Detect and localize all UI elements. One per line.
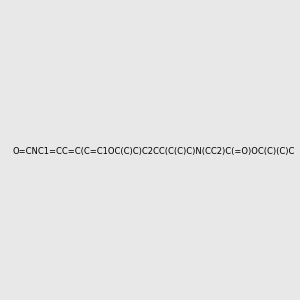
Text: O=CNC1=CC=C(C=C1OC(C)C)C2CC(C(C)C)N(CC2)C(=O)OC(C)(C)C: O=CNC1=CC=C(C=C1OC(C)C)C2CC(C(C)C)N(CC2)… bbox=[13, 147, 295, 156]
